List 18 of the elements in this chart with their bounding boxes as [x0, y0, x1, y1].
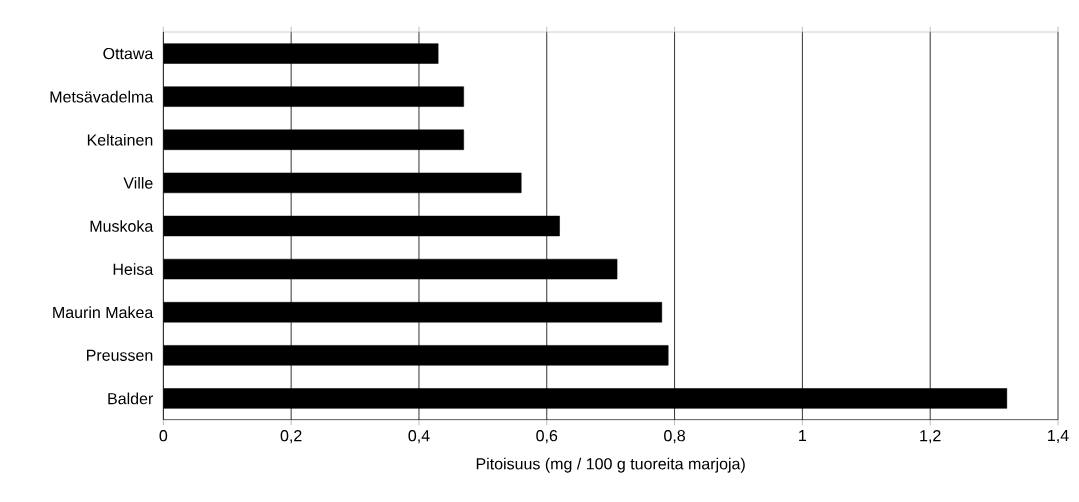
x-tick-label: 0,6	[536, 430, 558, 444]
y-tick-label: Ottawa	[103, 47, 154, 60]
y-tick-label: Metsävadelma	[50, 90, 154, 103]
x-tick-label: 0,2	[280, 430, 302, 444]
x-tick-label: 1,4	[1048, 430, 1069, 444]
x-tick-label: 0,4	[408, 430, 430, 444]
y-tick-label: Heisa	[113, 263, 154, 275]
x-tick-label: 0,8	[664, 430, 685, 444]
y-tick-label: Maurin Makea	[53, 306, 154, 319]
x-tick-label: 1	[799, 430, 807, 442]
y-tick-label: Preussen	[87, 349, 153, 361]
y-tick-label: Keltainen	[87, 133, 153, 146]
x-tick-label: 0	[159, 430, 168, 442]
y-tick-label: Muskoka	[90, 220, 154, 232]
y-tick-label: Ville	[123, 177, 153, 189]
x-axis-title: Pitoisuus (mg / 100 g tuoreita marjoja)	[476, 457, 745, 473]
y-tick-label: Balder	[108, 392, 154, 405]
x-tick-label: 1,2	[920, 430, 941, 444]
